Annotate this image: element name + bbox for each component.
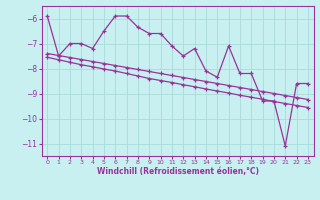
X-axis label: Windchill (Refroidissement éolien,°C): Windchill (Refroidissement éolien,°C) [97, 167, 259, 176]
